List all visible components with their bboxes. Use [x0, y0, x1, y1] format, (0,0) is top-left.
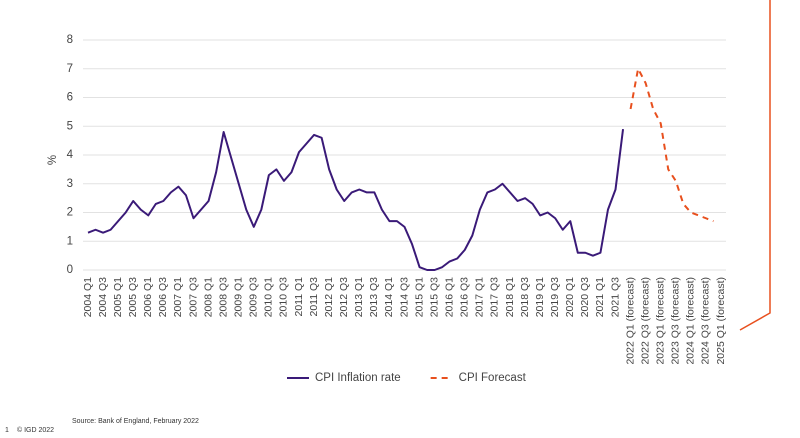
- y-tick-label: 4: [67, 149, 74, 161]
- decor-line: [739, 0, 771, 331]
- x-tick-label: 2013 Q1: [353, 277, 365, 317]
- x-tick-label: 2021 Q3: [609, 277, 621, 317]
- source: Source: Bank of England, February 2022: [72, 418, 199, 425]
- x-tick-label: 2021 Q1: [594, 277, 606, 317]
- x-tick-label: 2014 Q1: [383, 277, 395, 317]
- x-tick-label: 2022 Q3 (forecast): [639, 277, 651, 365]
- x-tick-label: 2012 Q3: [338, 277, 350, 317]
- y-tick-label: 5: [67, 120, 73, 132]
- legend-label: CPI Inflation rate: [315, 372, 401, 384]
- x-tick-label: 2023 Q1 (forecast): [654, 277, 666, 365]
- x-tick-label: 2007 Q1: [172, 277, 184, 317]
- y-tick-label: 7: [67, 63, 73, 75]
- series-line: [629, 67, 714, 223]
- x-tick-label: 2017 Q3: [489, 277, 501, 317]
- x-tick-label: 2017 Q1: [474, 277, 486, 317]
- x-tick-label: 2020 Q3: [579, 277, 591, 317]
- x-tick-label: 2005 Q3: [127, 277, 139, 317]
- x-tick-label: 2014 Q3: [398, 277, 410, 317]
- series-line: [87, 129, 625, 271]
- x-tick-label: 2005 Q1: [112, 277, 124, 317]
- page-number: 1: [5, 427, 9, 434]
- x-tick-label: 2020 Q1: [564, 277, 576, 317]
- x-tick-label: 2024 Q3 (forecast): [700, 277, 712, 365]
- y-tick-label: 6: [67, 92, 73, 104]
- y-tick-label: 2: [67, 207, 73, 219]
- x-tick-label: 2008 Q1: [202, 277, 214, 317]
- x-tick-label: 2012 Q1: [323, 277, 335, 317]
- x-tick-label: 2011 Q1: [293, 277, 305, 317]
- x-tick-label: 2008 Q3: [217, 277, 229, 317]
- copyright: © IGD 2022: [17, 426, 54, 434]
- x-tick-label: 2025 Q1 (forecast): [715, 277, 727, 365]
- x-tick-label: 2006 Q1: [142, 277, 154, 317]
- legend-label: CPI Forecast: [459, 372, 527, 384]
- x-tick-label: 2016 Q1: [443, 277, 455, 317]
- x-tick-label: 2015 Q3: [428, 277, 440, 317]
- x-tick-label: 2022 Q1 (forecast): [624, 277, 636, 365]
- x-tick-label: 2004 Q1: [82, 277, 94, 317]
- x-tick-label: 2004 Q3: [97, 277, 109, 317]
- y-tick-label: 8: [67, 34, 73, 46]
- x-tick-label: 2010 Q3: [278, 277, 290, 317]
- x-tick-label: 2019 Q1: [534, 277, 546, 317]
- x-tick-label: 2013 Q3: [368, 277, 380, 317]
- y-tick-label: 1: [67, 235, 73, 247]
- y-tick-label: 0: [67, 264, 73, 276]
- x-tick-label: 2015 Q1: [413, 277, 425, 317]
- y-tick-label: 3: [67, 178, 73, 190]
- x-tick-label: 2009 Q3: [248, 277, 260, 317]
- x-tick-label: 2010 Q1: [263, 277, 275, 317]
- x-tick-label: 2011 Q3: [308, 277, 320, 317]
- x-tick-label: 2016 Q3: [459, 277, 471, 317]
- x-tick-label: 2006 Q3: [157, 277, 169, 317]
- y-axis-label: %: [47, 155, 59, 165]
- x-tick-label: 2018 Q1: [504, 277, 516, 317]
- x-tick-label: 2018 Q3: [519, 277, 531, 317]
- x-tick-label: 2023 Q3 (forecast): [670, 277, 682, 365]
- x-tick-label: 2009 Q1: [232, 277, 244, 317]
- x-tick-label: 2007 Q3: [187, 277, 199, 317]
- x-tick-label: 2019 Q3: [549, 277, 561, 317]
- x-tick-label: 2024 Q1 (forecast): [685, 277, 697, 365]
